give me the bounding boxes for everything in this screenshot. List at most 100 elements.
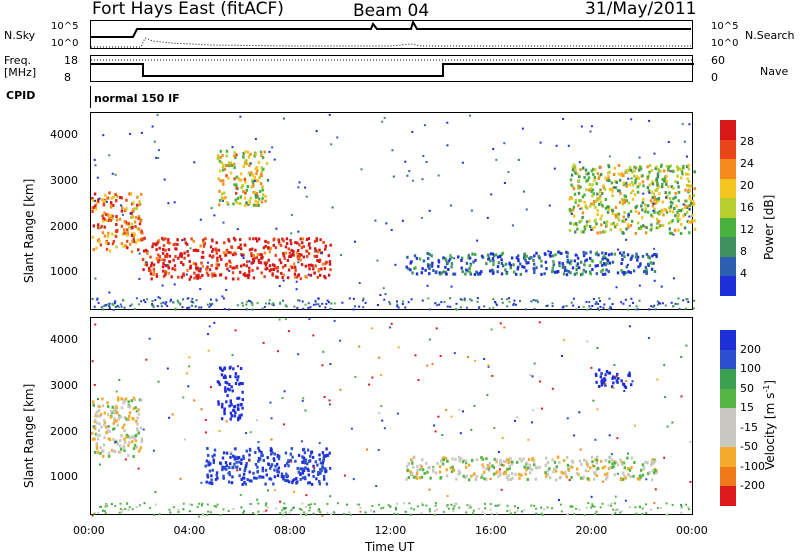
scatter-cell [689,202,693,205]
scatter-cell [467,256,470,260]
scatter-cell [605,223,608,227]
ground-scatter-cell [591,503,594,506]
scatter-cell [110,204,113,208]
ground-scatter-cell [188,510,191,513]
ground-scatter-cell [304,505,307,508]
noise-cell [379,294,382,296]
scatter-cell [480,254,484,258]
scatter-cell [578,199,581,203]
scatter-cell [96,414,100,418]
scatter-cell [215,266,218,270]
noise-cell [281,397,284,399]
ground-scatter-cell [490,512,493,515]
scatter-cell [646,165,649,169]
scatter-cell [284,451,288,455]
scatter-cell [575,268,578,271]
scatter-cell [464,465,468,469]
ground-scatter-cell [313,503,316,505]
scatter-cell [627,225,630,229]
scatter-cell [627,214,630,218]
scatter-cell [414,266,417,270]
scatter-cell [688,189,692,193]
scatter-cell [606,178,609,182]
scatter-cell [430,254,433,258]
scatter-cell [119,196,122,199]
noise-cell [527,438,530,441]
scatter-cell [132,235,135,238]
ground-scatter-cell [245,308,248,311]
ground-scatter-cell [186,307,189,309]
scatter-cell [464,476,467,480]
ground-scatter-cell [572,304,575,307]
scatter-cell [682,214,685,218]
ground-scatter-cell [174,307,177,310]
scatter-cell [91,431,94,435]
noise-cell [93,384,96,386]
ground-scatter-cell [524,308,527,311]
scatter-cell [304,458,308,462]
scatter-cell [637,265,640,269]
scatter-cell [622,382,625,386]
ground-scatter-cell [459,298,462,301]
scatter-cell [246,260,249,264]
noise-cell [188,356,191,359]
scatter-cell [579,168,582,172]
scatter-cell [222,376,226,379]
scatter-cell [120,196,123,200]
noise-cell [350,427,353,430]
scatter-cell [485,477,488,481]
scatter-cell [601,192,604,195]
noise-cell [354,376,357,378]
ground-scatter-cell [240,506,243,509]
scatter-cell [230,246,234,249]
scatter-cell [677,199,680,203]
freq-tick-top: 18 [64,54,78,67]
scatter-cell [325,447,328,451]
noise-cell [432,466,435,469]
ground-scatter-cell [296,306,299,309]
ground-scatter-cell [434,504,437,507]
scatter-cell [423,471,426,475]
ground-scatter-cell [143,502,146,505]
scatter-cell [673,228,677,232]
scatter-cell [228,404,231,408]
scatter-cell [592,173,595,176]
noise-cell [378,412,381,415]
scatter-cell [604,373,607,377]
noise-cell [473,404,476,407]
scatter-cell [233,266,236,270]
scatter-cell [313,239,317,243]
scatter-cell [137,449,141,453]
scatter-cell [287,464,290,468]
scatter-cell [103,421,107,425]
scatter-cell [229,417,232,421]
noise-cell [688,215,691,218]
scatter-cell [126,246,129,250]
noise-cell [371,376,374,379]
noise-cell [629,258,632,261]
scatter-cell [183,251,186,255]
scatter-cell [190,237,193,241]
colorbar-tick-label: 4 [740,267,747,280]
scatter-cell [298,254,301,258]
noise-cell [377,449,380,451]
ground-scatter-cell [349,513,352,516]
ground-scatter-cell [169,300,172,303]
scatter-cell [161,236,164,240]
scatter-cell [587,176,591,180]
scatter-cell [613,473,617,477]
scatter-cell [566,260,569,264]
scatter-cell [228,163,232,167]
scatter-cell [676,181,679,185]
scatter-cell [586,178,589,182]
scatter-cell [101,219,105,223]
scatter-cell [405,477,408,481]
scatter-cell [256,195,259,199]
scatter-cell [668,227,671,231]
scatter-cell [126,239,129,243]
scatter-cell [95,433,99,437]
noise-cell [282,279,285,282]
noise-cell [96,298,99,301]
noise-cell [580,125,583,128]
noise-cell [486,216,489,219]
